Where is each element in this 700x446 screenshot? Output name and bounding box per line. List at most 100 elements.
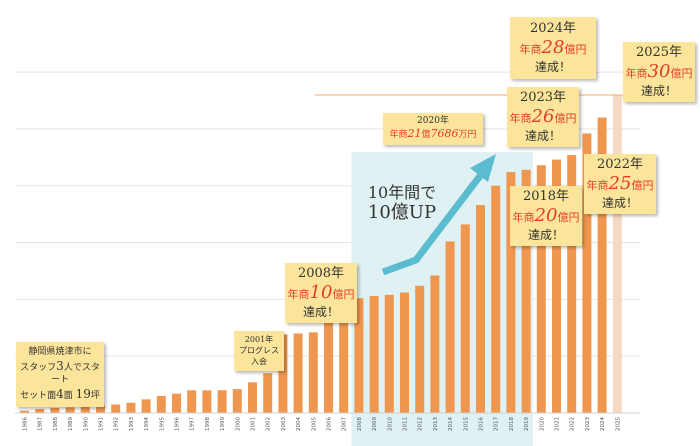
- note-2022-achieved: 達成！: [601, 195, 638, 210]
- note-start: 静岡県焼津市に スタッフ3人でスタート セット面4面 19坪: [16, 342, 104, 407]
- note-2024: 2024年 年商28億円 達成！: [510, 17, 596, 79]
- note-2018: 2018年 年商20億円 達成！: [510, 186, 582, 246]
- bar-2000: [232, 389, 242, 413]
- growth-arrow-head: [470, 154, 496, 182]
- arrow-label: 10年間で 10億UP: [352, 183, 452, 224]
- gridlines: [15, 71, 640, 357]
- tick-2019: 2019: [524, 417, 530, 431]
- tick-2015: 2015: [463, 417, 469, 431]
- note-2001: 2001年 プログレス 入会: [234, 331, 284, 372]
- bar-2015: [460, 224, 470, 413]
- bar-2025: [612, 94, 622, 414]
- growth-arrow: [381, 154, 496, 276]
- bar-2014: [445, 241, 455, 413]
- bar-1996: [172, 393, 181, 413]
- tick-2010: 2010: [387, 417, 393, 431]
- bar-1995: [156, 395, 166, 413]
- note-2020: 2020年 年商21億7686万円: [383, 113, 483, 145]
- bar-2023: [582, 133, 592, 414]
- decade-highlight-band: [351, 152, 533, 446]
- bar-2005: [308, 332, 318, 413]
- bar-2018: [506, 172, 516, 413]
- note-2025-achieved: 達成！: [640, 83, 677, 98]
- bar-2010: [384, 294, 394, 413]
- bar-2004: [293, 333, 303, 413]
- tick-2020: 2020: [539, 417, 545, 431]
- tick-1987: 1987: [38, 417, 44, 431]
- tick-1996: 1996: [175, 417, 181, 431]
- note-2008-year: 2008年: [297, 266, 345, 281]
- tick-2011: 2011: [403, 417, 409, 431]
- tick-2007: 2007: [342, 417, 348, 431]
- tick-1997: 1997: [190, 417, 196, 431]
- tick-2013: 2013: [433, 417, 439, 431]
- note-2018-year: 2018年: [522, 189, 570, 204]
- tick-1988: 1988: [53, 417, 59, 431]
- note-2025-revenue: 年商30億円: [625, 61, 693, 83]
- bar-2008: [354, 298, 364, 413]
- note-2018-revenue: 年商20億円: [512, 205, 580, 227]
- bar-1993: [126, 402, 136, 413]
- bar-2006: [324, 319, 333, 413]
- tick-2009: 2009: [372, 417, 378, 431]
- tick-1989: 1989: [68, 417, 74, 431]
- tick-1999: 1999: [220, 417, 226, 431]
- tick-2008: 2008: [357, 417, 363, 431]
- bar-1992: [111, 404, 121, 413]
- note-2025-year: 2025年: [635, 45, 683, 60]
- tick-2016: 2016: [479, 417, 485, 431]
- note-2025: 2025年 年商30億円 達成！: [623, 42, 695, 102]
- bar-1986: [20, 410, 29, 413]
- bar-1987: [35, 409, 45, 413]
- bar-2020: [536, 165, 546, 413]
- x-tick-labels: 1986 1987 1988 1989 1990 1991 1992 1993 1994 1995…: [23, 417, 622, 431]
- tick-2025: 2025: [615, 417, 621, 431]
- note-2022-year: 2022年: [596, 157, 644, 172]
- tick-1995: 1995: [159, 417, 165, 431]
- bar-1988: [50, 407, 60, 413]
- tick-2012: 2012: [418, 417, 424, 431]
- bar-1997: [187, 390, 197, 413]
- tick-1998: 1998: [205, 417, 211, 431]
- tick-2014: 2014: [448, 417, 454, 431]
- note-2020-revenue: 年商21億7686万円: [389, 127, 477, 141]
- tick-2024: 2024: [600, 417, 606, 431]
- bar-2001: [248, 382, 257, 413]
- tick-2006: 2006: [327, 417, 333, 431]
- bar-2012: [415, 285, 425, 413]
- bar-1991: [96, 405, 105, 413]
- tick-2018: 2018: [509, 417, 515, 431]
- note-2023-revenue: 年商26億円: [509, 106, 577, 128]
- bar-1989: [65, 407, 75, 413]
- bar-1994: [141, 399, 151, 413]
- note-2020-year: 2020年: [417, 116, 449, 126]
- tick-2005: 2005: [311, 417, 317, 431]
- tick-2003: 2003: [281, 417, 287, 431]
- bar-1998: [202, 390, 212, 413]
- note-2023-achieved: 達成！: [524, 128, 561, 143]
- tick-1993: 1993: [129, 417, 135, 431]
- bar-1990: [80, 406, 90, 413]
- tick-2001: 2001: [251, 417, 257, 431]
- bar-2009: [369, 295, 379, 413]
- tick-2022: 2022: [570, 417, 576, 431]
- arrow-label-line2: 10億UP: [367, 202, 437, 224]
- note-2024-revenue: 年商28億円: [519, 37, 587, 59]
- tick-2002: 2002: [266, 417, 272, 431]
- bar-1999: [217, 390, 227, 413]
- tick-1994: 1994: [144, 417, 150, 431]
- tick-1986: 1986: [23, 417, 29, 431]
- bar-2011: [400, 292, 409, 413]
- note-2024-year: 2024年: [529, 21, 577, 36]
- tick-1992: 1992: [114, 417, 120, 431]
- note-start-line1: 静岡県焼津市に: [28, 347, 92, 357]
- tick-2000: 2000: [235, 417, 241, 431]
- bar-2003: [278, 334, 288, 413]
- arrow-label-line1: 10年間で: [367, 183, 437, 202]
- note-2008: 2008年 年商10億円 達成！: [285, 263, 357, 323]
- note-2001-line2: プログレス: [239, 345, 279, 355]
- growth-arrow-shaft: [381, 169, 486, 276]
- note-2001-line1: 2001年: [244, 335, 274, 344]
- note-2008-achieved: 達成！: [302, 304, 339, 319]
